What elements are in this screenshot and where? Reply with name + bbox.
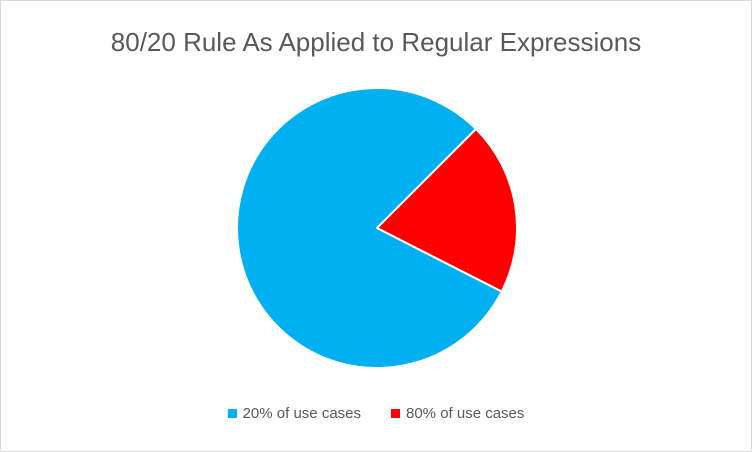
legend-item-1: 20% of use cases <box>227 405 361 422</box>
legend-label-2: 80% of use cases <box>406 405 525 422</box>
chart-title: 80/20 Rule As Applied to Regular Express… <box>110 27 642 57</box>
legend-item-2: 80% of use cases <box>391 405 524 422</box>
pie-slice-1 <box>236 87 503 369</box>
pie-slice-2 <box>376 128 518 293</box>
legend-label-1: 20% of use cases <box>242 405 361 422</box>
legend: 20% of use cases 80% of use cases <box>1 405 751 422</box>
legend-swatch-2 <box>391 409 400 418</box>
legend-swatch-1 <box>227 409 237 418</box>
